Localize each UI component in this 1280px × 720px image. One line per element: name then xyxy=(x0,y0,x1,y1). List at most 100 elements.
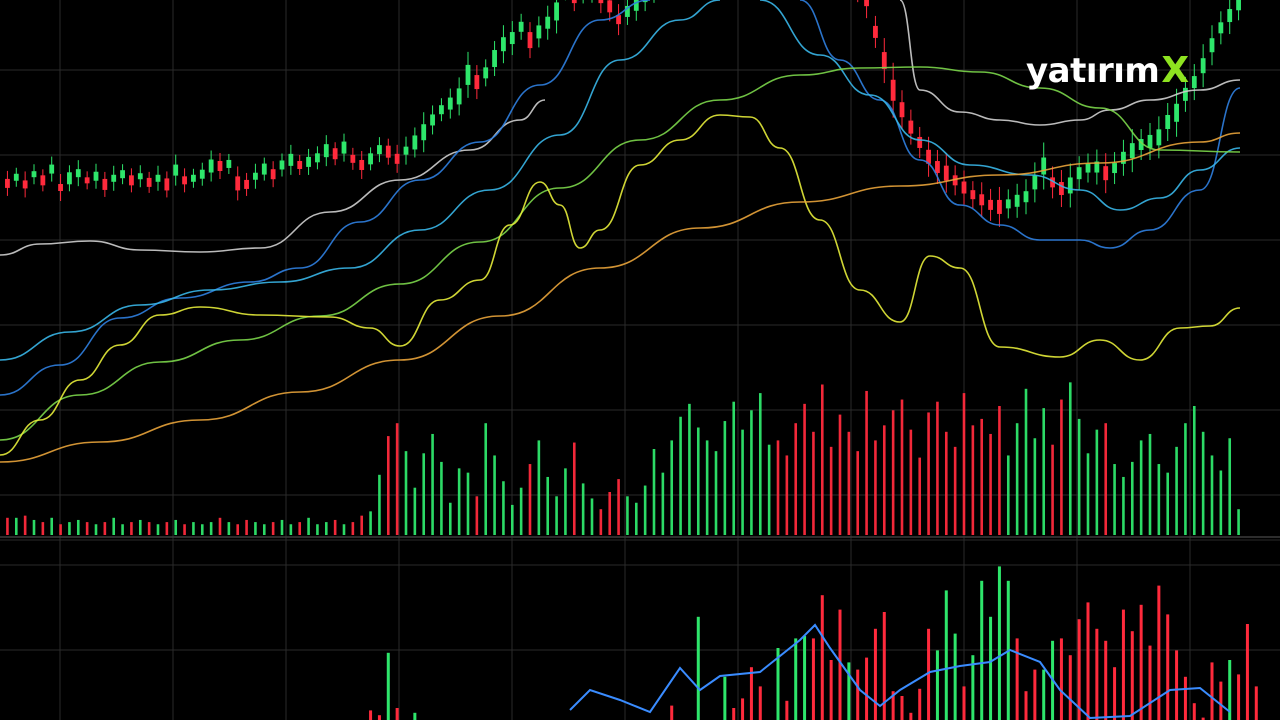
oscillator-signal-line xyxy=(569,623,1231,720)
volume-bar xyxy=(1051,444,1054,535)
oscillator-bar xyxy=(1139,604,1143,720)
brand-logo: yatırım X xyxy=(1026,50,1189,91)
volume-bar xyxy=(971,425,975,535)
candle-up xyxy=(501,37,506,52)
candle-up xyxy=(1156,129,1162,146)
candle-up xyxy=(315,153,320,163)
volume-bar xyxy=(1104,423,1108,535)
volume-bar xyxy=(953,446,957,535)
candle-down xyxy=(385,145,391,158)
volume-bar xyxy=(395,423,399,535)
volume-bar xyxy=(1228,438,1232,535)
volume-bar xyxy=(1006,455,1010,535)
candle-up xyxy=(1023,191,1029,203)
oscillator-bar xyxy=(1042,669,1046,720)
candle-up xyxy=(554,2,559,21)
volume-bar xyxy=(32,519,36,535)
volume-bar xyxy=(608,492,612,535)
volume-bar xyxy=(1060,399,1063,535)
candle-up xyxy=(1094,161,1100,173)
moving-average-line xyxy=(0,99,546,256)
moving-average-line xyxy=(759,0,1241,211)
oscillator-bar xyxy=(935,650,939,720)
oscillator-bar xyxy=(1077,619,1081,720)
candle-down xyxy=(270,169,276,180)
volume-bar xyxy=(466,472,470,535)
oscillator-bar xyxy=(944,590,948,720)
volume-bar xyxy=(714,451,718,535)
volume-bar xyxy=(254,522,257,535)
candle-down xyxy=(22,180,28,189)
volume-bar xyxy=(68,522,71,535)
volume-bar xyxy=(590,498,594,535)
volume-bar xyxy=(900,399,904,535)
candle-up xyxy=(111,174,117,182)
volume-bar xyxy=(130,522,133,535)
candle-up xyxy=(1112,163,1117,174)
moving-average-line xyxy=(899,0,1241,126)
volume-bar xyxy=(404,451,408,535)
volume-bar xyxy=(262,524,266,535)
volume-bar xyxy=(927,412,930,535)
candle-up xyxy=(421,124,427,141)
candle-up xyxy=(199,169,205,179)
oscillator-bar xyxy=(1175,650,1179,720)
candle-up xyxy=(13,173,19,181)
candle-up xyxy=(341,141,347,154)
candle-down xyxy=(244,179,249,189)
volume-bar xyxy=(23,515,27,535)
volume-bar xyxy=(369,511,372,535)
candle-up xyxy=(456,88,462,105)
volume-bar xyxy=(1015,423,1019,535)
volume-bar xyxy=(298,522,302,535)
candle-down xyxy=(952,175,958,186)
candle-up xyxy=(253,172,258,180)
volume-bar xyxy=(962,393,966,535)
candle-down xyxy=(164,178,170,191)
candle-up xyxy=(31,171,37,178)
oscillator-bar xyxy=(1024,691,1028,720)
volume-bar xyxy=(1130,461,1134,535)
volume-bar xyxy=(183,524,186,535)
volume-bar xyxy=(76,519,80,535)
candle-down xyxy=(235,176,241,191)
volume-bar xyxy=(510,504,514,535)
oscillator-bar xyxy=(785,700,789,720)
candle-up xyxy=(279,160,285,170)
candle-up xyxy=(1174,103,1179,122)
oscillator-bar xyxy=(1245,624,1249,720)
volume-bar xyxy=(980,418,984,535)
volume-bar xyxy=(820,384,824,535)
volume-bar xyxy=(546,476,550,535)
candle-up xyxy=(430,114,435,126)
candle-up xyxy=(1014,194,1020,207)
oscillator-bar xyxy=(803,636,807,720)
oscillator-bar xyxy=(1121,609,1125,720)
volume-bar xyxy=(431,433,434,535)
volume-bar xyxy=(14,517,18,535)
volume-bar xyxy=(85,522,89,535)
volume-bar xyxy=(316,524,319,535)
volume-bar xyxy=(519,487,523,535)
moving-average-line xyxy=(0,132,1241,463)
oscillator-bar xyxy=(927,628,931,720)
volume-bar xyxy=(626,496,629,535)
volume-bar xyxy=(882,425,886,535)
candle-up xyxy=(518,21,524,32)
volume-bar xyxy=(94,524,98,535)
oscillator-bar xyxy=(696,616,700,720)
volume-bar xyxy=(581,483,585,535)
volume-bar xyxy=(555,496,558,535)
candle-down xyxy=(873,25,878,38)
oscillator-bar xyxy=(1033,669,1037,720)
oscillator-bar xyxy=(900,696,904,720)
volume-bar xyxy=(705,440,709,535)
moving-average-line xyxy=(799,0,1241,249)
candle-down xyxy=(926,149,931,164)
volume-bar xyxy=(528,464,532,535)
volume-bar xyxy=(112,517,116,535)
volume-bar xyxy=(1033,438,1037,535)
candle-up xyxy=(465,64,471,85)
oscillator-bars xyxy=(369,566,1258,720)
